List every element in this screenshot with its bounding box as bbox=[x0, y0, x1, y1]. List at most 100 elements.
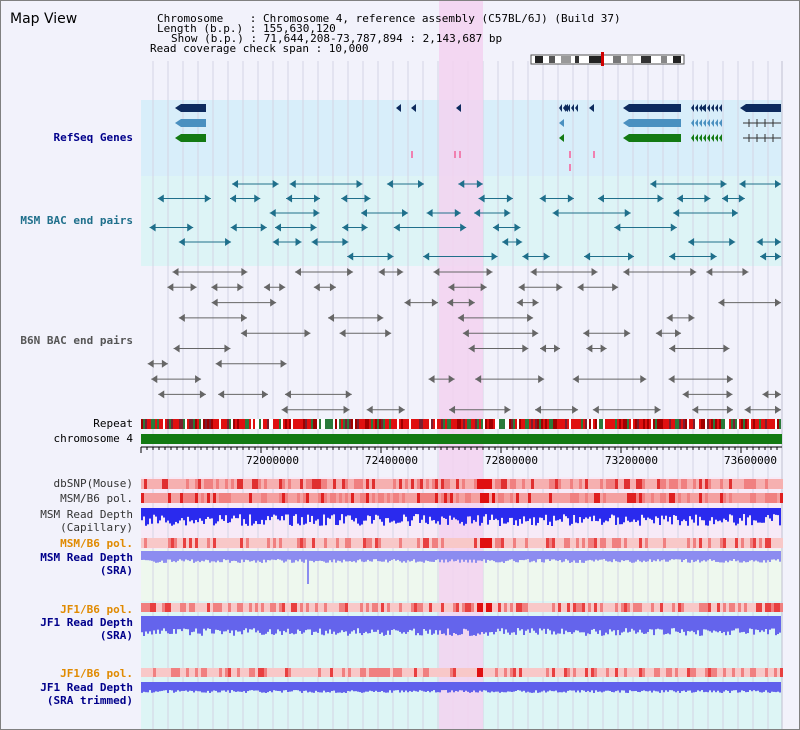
heat-cell bbox=[702, 668, 705, 677]
repeat-cell bbox=[165, 419, 167, 429]
depth-bar bbox=[623, 508, 625, 523]
repeat-cell bbox=[291, 419, 293, 429]
heat-cell bbox=[162, 668, 165, 677]
bac-end-marker bbox=[592, 405, 599, 414]
gene-block bbox=[629, 119, 681, 127]
heat-cell bbox=[246, 603, 249, 612]
heat-cell bbox=[357, 493, 360, 503]
depth-bar bbox=[155, 682, 157, 692]
heat-cell bbox=[669, 603, 672, 612]
depth-bar bbox=[509, 682, 511, 692]
depth-bar bbox=[747, 616, 749, 634]
heat-cell bbox=[240, 668, 243, 677]
depth-bar bbox=[497, 551, 499, 563]
depth-bar bbox=[589, 616, 591, 635]
heat-cell bbox=[315, 479, 318, 489]
bac-end-marker bbox=[480, 283, 487, 292]
heat-cell bbox=[744, 668, 747, 677]
bac-end-marker bbox=[731, 209, 738, 217]
heat-cell bbox=[261, 668, 264, 677]
repeat-cell bbox=[747, 419, 749, 429]
track-label-jf1-depth-sra-trimmed[interactable]: JF1 Read Depth (SRA trimmed) bbox=[40, 681, 133, 707]
heat-cell bbox=[618, 493, 621, 503]
heat-cell bbox=[597, 668, 600, 677]
depth-bar bbox=[361, 616, 363, 636]
heat-cell bbox=[240, 603, 243, 612]
depth-bar bbox=[529, 508, 531, 519]
bac-end-marker bbox=[460, 223, 467, 232]
heat-cell bbox=[213, 668, 216, 677]
heat-cell bbox=[501, 538, 504, 548]
repeat-cell bbox=[719, 419, 721, 429]
heat-cell bbox=[711, 538, 714, 548]
heat-cell bbox=[423, 668, 426, 677]
bac-end-marker bbox=[343, 405, 350, 414]
track-label-msm-depth-sra[interactable]: MSM Read Depth (SRA) bbox=[40, 551, 133, 577]
heat-cell bbox=[777, 493, 780, 503]
depth-bar bbox=[475, 682, 477, 693]
heat-cell bbox=[297, 603, 300, 612]
repeat-cell bbox=[279, 419, 281, 429]
heat-cell bbox=[720, 603, 723, 612]
depth-bar bbox=[335, 682, 337, 693]
heat-cell bbox=[195, 493, 198, 503]
depth-bar bbox=[639, 616, 641, 630]
heat-cell bbox=[609, 479, 612, 489]
heat-cell bbox=[288, 538, 291, 548]
depth-bar bbox=[503, 551, 505, 563]
depth-bar bbox=[647, 508, 649, 518]
depth-bar bbox=[579, 616, 581, 633]
heat-cell bbox=[672, 479, 675, 489]
depth-bar bbox=[469, 682, 471, 693]
track-label-msm-b6-pol-2[interactable]: MSM/B6 pol. bbox=[60, 537, 133, 550]
heat-cell bbox=[144, 493, 147, 503]
track-label-jf1-depth-sra[interactable]: JF1 Read Depth (SRA) bbox=[40, 616, 133, 642]
repeat-cell bbox=[733, 419, 735, 429]
depth-bar bbox=[679, 508, 681, 526]
heat-cell bbox=[426, 479, 429, 489]
heat-cell bbox=[684, 538, 687, 548]
heat-cell bbox=[321, 603, 324, 612]
heat-cell bbox=[243, 603, 246, 612]
depth-bar bbox=[623, 682, 625, 691]
heat-cell bbox=[714, 479, 717, 489]
heat-cell bbox=[528, 538, 531, 548]
heat-cell bbox=[663, 493, 666, 503]
depth-bar bbox=[505, 551, 507, 562]
bac-end-marker bbox=[240, 329, 247, 338]
heat-cell bbox=[219, 493, 222, 503]
depth-bar bbox=[377, 682, 379, 692]
track-label-jf1-b6-pol-2[interactable]: JF1/B6 pol. bbox=[60, 667, 133, 680]
track-label-msm-b6-pol-1[interactable]: MSM/B6 pol. bbox=[60, 492, 133, 505]
depth-bar bbox=[591, 682, 593, 691]
track-label-msm-depth-capillary[interactable]: MSM Read Depth (Capillary) bbox=[40, 508, 133, 534]
track-label-b6n-bac[interactable]: B6N BAC end pairs bbox=[20, 334, 133, 347]
depth-bar bbox=[479, 682, 481, 691]
depth-bar bbox=[381, 551, 383, 562]
depth-bar bbox=[303, 551, 305, 563]
depth-bar bbox=[745, 508, 747, 526]
depth-bar bbox=[743, 616, 745, 632]
depth-bar bbox=[349, 551, 351, 562]
depth-bar bbox=[439, 616, 441, 631]
depth-bar bbox=[331, 508, 333, 516]
bac-end-marker bbox=[190, 283, 197, 292]
depth-bar bbox=[285, 508, 287, 515]
heat-cell bbox=[330, 493, 333, 503]
heat-cell bbox=[684, 603, 687, 612]
depth-bar bbox=[653, 682, 655, 691]
depth-bar bbox=[189, 682, 191, 691]
track-label-jf1-b6-pol-1[interactable]: JF1/B6 pol. bbox=[60, 603, 133, 616]
depth-bar bbox=[181, 616, 183, 632]
depth-bar bbox=[711, 508, 713, 518]
repeat-cell bbox=[777, 419, 779, 429]
heat-cell bbox=[675, 493, 678, 503]
heat-cell bbox=[627, 603, 630, 612]
heat-cell bbox=[759, 479, 762, 489]
track-label-dbsnp[interactable]: dbSNP(Mouse) bbox=[53, 477, 133, 490]
track-label-refseq[interactable]: RefSeq Genes bbox=[53, 131, 133, 144]
depth-bar bbox=[751, 616, 753, 630]
track-label-msm-bac[interactable]: MSM BAC end pairs bbox=[20, 214, 133, 227]
bac-end-marker bbox=[366, 405, 373, 414]
